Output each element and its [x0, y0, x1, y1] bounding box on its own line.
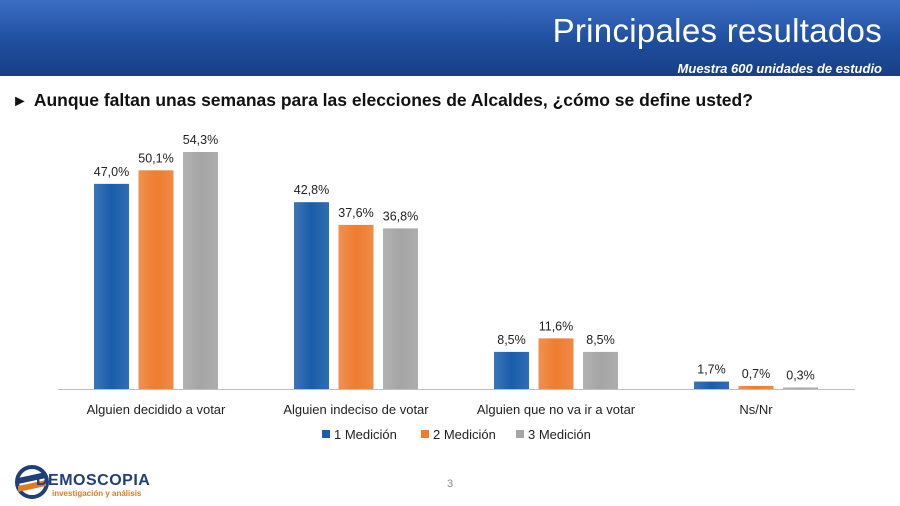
bar-2-3: [383, 228, 418, 389]
data-label-1-1: 47,0%: [94, 165, 129, 179]
page-title: Principales resultados: [552, 12, 882, 49]
header-banner: Principales resultados Muestra 600 unida…: [0, 0, 900, 76]
bar-3-2: [538, 338, 574, 389]
legend-swatch-3: [516, 430, 524, 438]
sample-subtitle: Muestra 600 unidades de estudio: [677, 61, 882, 76]
legend-label-3: 3 Medición: [528, 427, 591, 442]
question-label: Aunque faltan unas semanas para las elec…: [33, 90, 753, 110]
bar-3-1: [494, 351, 529, 389]
legend-swatch-1: [322, 430, 330, 438]
data-label-3-1: 8,5%: [497, 333, 526, 347]
legend-label-2: 2 Medición: [433, 427, 496, 442]
legend-label-1: 1 Medición: [334, 427, 397, 442]
data-label-3-3: 8,5%: [586, 333, 615, 347]
legend-swatch-2: [421, 430, 429, 438]
data-label-2-3: 36,8%: [383, 209, 418, 223]
bar-4-1: [694, 381, 729, 389]
data-label-2-2: 37,6%: [338, 206, 373, 220]
triangle-arrow-icon: ►: [12, 93, 28, 110]
bar-1-1: [94, 183, 129, 389]
bar-4-2: [738, 385, 774, 389]
logo-tagline: investigación y análisis: [52, 489, 142, 498]
question-text: ► Aunque faltan unas semanas para las ele…: [12, 90, 753, 111]
bar-4-3: [783, 387, 818, 389]
data-label-3-2: 11,6%: [539, 319, 574, 333]
data-label-2-1: 42,8%: [294, 183, 329, 197]
logo-name: DEMOSCOPIA: [36, 472, 151, 489]
demoscopia-logo-icon: [15, 465, 49, 499]
category-label-3: Alguien que no va ir a votar: [477, 402, 636, 417]
data-label-4-3: 0,3%: [786, 369, 815, 383]
page-number: 3: [446, 478, 454, 490]
bar-2-1: [294, 202, 329, 389]
data-label-1-3: 54,3%: [183, 133, 218, 147]
bar-2-2: [338, 224, 374, 389]
bar-1-2: [138, 170, 174, 389]
category-label-2: Alguien indeciso de votar: [283, 402, 429, 417]
bar-1-3: [183, 152, 218, 389]
category-label-1: Alguien decidido a votar: [87, 402, 226, 417]
data-label-4-2: 0,7%: [742, 367, 771, 381]
bar-3-3: [583, 351, 618, 389]
category-label-4: Ns/Nr: [739, 402, 773, 417]
data-label-1-2: 50,1%: [138, 151, 173, 165]
data-label-4-1: 1,7%: [697, 363, 726, 377]
